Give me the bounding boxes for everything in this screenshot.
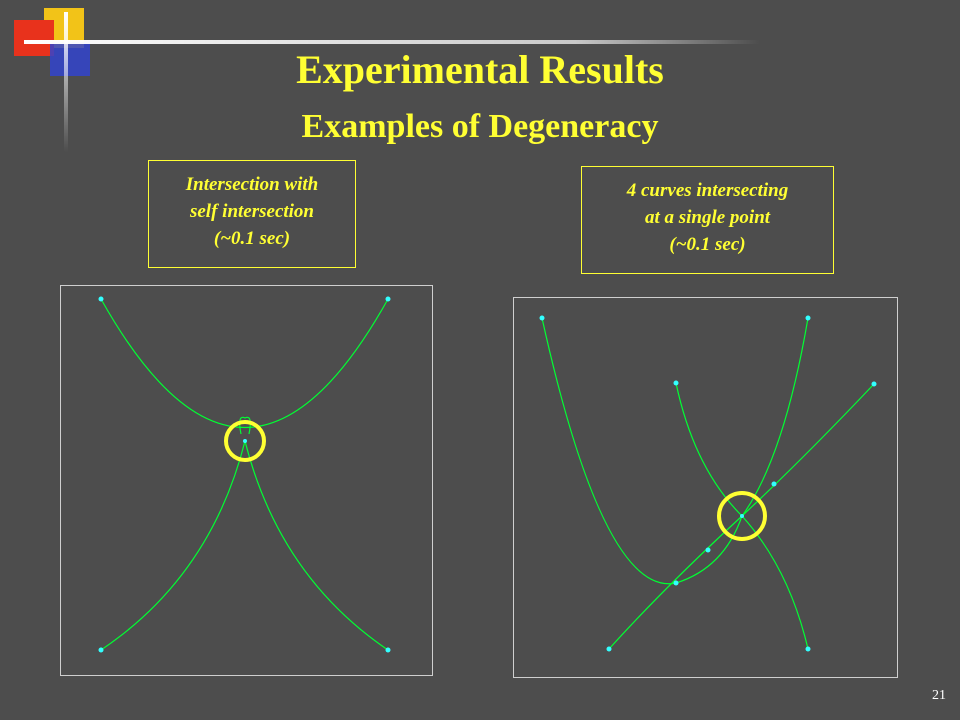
ornament-vertical-line (64, 12, 68, 152)
curve-left-down-left (100, 440, 246, 651)
control-point (98, 647, 104, 653)
ornament-horizontal-line (24, 40, 760, 44)
slide-title: Experimental Results (296, 47, 664, 92)
corner-ornament (0, 0, 960, 160)
page-number: 21 (932, 688, 946, 703)
curve-right-3 (741, 317, 809, 517)
control-point (539, 315, 545, 321)
control-point (705, 547, 711, 553)
control-point (673, 380, 679, 386)
control-point (385, 296, 391, 302)
curves-left (98, 296, 391, 653)
curve-left-loop (239, 416, 251, 435)
control-point (805, 646, 811, 652)
caption-right: 4 curves intersecting at a single point … (581, 166, 834, 274)
ornament-red-square (14, 20, 54, 56)
ornament-blue-square (50, 42, 90, 76)
panel-four-curves (513, 297, 898, 678)
control-point (606, 646, 612, 652)
panel-self-intersection (60, 285, 433, 676)
control-point (771, 481, 777, 487)
control-point (98, 296, 104, 302)
control-point (673, 580, 679, 586)
curve-left-down-right (244, 440, 389, 651)
caption-left: Intersection with self intersection (~0.… (148, 160, 356, 268)
slide-subtitle: Examples of Degeneracy (301, 108, 659, 145)
intersection-point (740, 514, 744, 518)
highlight-circle (717, 491, 767, 541)
curve-left-upper (100, 298, 389, 428)
control-point (871, 381, 877, 387)
curves-right (539, 315, 877, 652)
control-point (385, 647, 391, 653)
curve-right-1 (541, 317, 743, 585)
control-point (805, 315, 811, 321)
intersection-point (243, 439, 247, 443)
highlight-circle (224, 420, 266, 462)
